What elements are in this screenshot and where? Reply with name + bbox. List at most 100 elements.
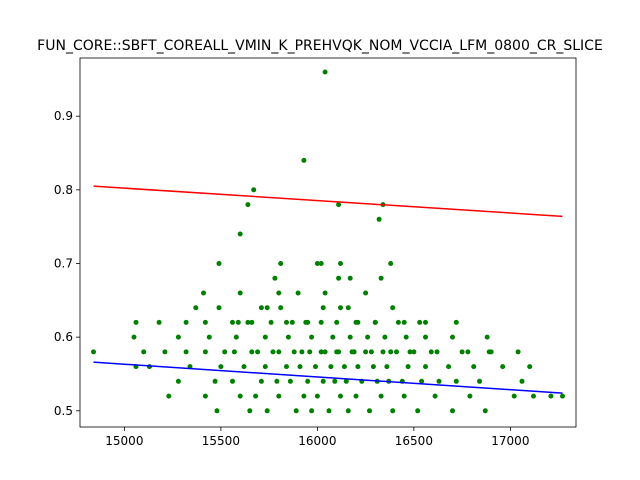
data-point <box>432 393 438 399</box>
data-point <box>548 393 554 399</box>
data-point <box>332 378 338 384</box>
data-point <box>401 319 407 325</box>
data-point <box>484 334 490 340</box>
data-point <box>347 275 353 281</box>
data-point <box>289 319 295 325</box>
data-point <box>287 378 293 384</box>
data-point <box>231 349 237 355</box>
data-point <box>428 349 434 355</box>
data-point <box>330 334 336 340</box>
data-point <box>351 349 357 355</box>
data-point <box>382 334 388 340</box>
data-point <box>488 349 494 355</box>
data-point <box>133 319 139 325</box>
data-point <box>415 408 421 414</box>
data-point <box>338 393 343 399</box>
data-point <box>276 349 282 355</box>
data-point <box>345 305 351 311</box>
x-tick-label: 15000 <box>105 434 143 448</box>
data-point <box>326 408 332 414</box>
data-point <box>419 378 425 384</box>
data-point <box>314 261 320 266</box>
data-point <box>336 349 342 355</box>
data-point <box>328 364 334 370</box>
data-point <box>284 364 289 370</box>
data-point <box>336 202 342 208</box>
data-point <box>264 305 270 311</box>
data-point <box>262 364 268 370</box>
data-point <box>249 349 255 355</box>
upper-limit-line <box>93 185 563 218</box>
data-point <box>355 319 361 325</box>
data-point <box>284 319 289 325</box>
data-point <box>251 187 257 193</box>
data-point <box>367 408 372 414</box>
data-point <box>423 319 428 325</box>
data-point <box>258 305 264 311</box>
data-point <box>370 364 376 370</box>
data-point <box>258 378 264 384</box>
data-point <box>465 349 471 355</box>
data-point <box>353 393 359 399</box>
data-point <box>202 319 208 325</box>
data-point <box>459 349 465 355</box>
data-point <box>241 364 247 370</box>
data-point <box>372 319 378 325</box>
chart-axes: 15000 15500 16000 16500 17000 0.5 0.6 0.7 0.8 0.9 <box>54 57 577 448</box>
data-point <box>237 290 243 296</box>
data-point <box>531 393 536 399</box>
data-point <box>417 319 423 325</box>
data-point <box>230 319 235 325</box>
data-point <box>295 290 301 296</box>
data-point <box>202 393 208 399</box>
data-point <box>380 349 386 355</box>
data-point <box>214 408 220 414</box>
data-point <box>363 349 369 355</box>
data-point <box>201 290 206 296</box>
data-point <box>166 393 172 399</box>
data-point <box>216 305 222 311</box>
data-point <box>131 334 137 340</box>
data-point <box>345 408 351 414</box>
data-point <box>183 319 189 325</box>
data-point <box>365 334 371 340</box>
data-point <box>467 393 473 399</box>
lower-limit-line <box>93 361 563 394</box>
data-point <box>276 393 282 399</box>
data-point <box>233 334 239 340</box>
data-point <box>378 275 384 281</box>
data-point <box>309 334 315 340</box>
data-point <box>388 349 394 355</box>
data-point <box>216 261 222 266</box>
data-point <box>519 378 525 384</box>
data-point <box>313 364 318 370</box>
data-point <box>212 378 218 384</box>
data-point <box>272 275 278 281</box>
data-point <box>305 378 311 384</box>
data-point <box>390 408 396 414</box>
data-point <box>276 290 282 296</box>
data-point <box>407 349 413 355</box>
data-point <box>218 364 224 370</box>
data-point <box>394 349 399 355</box>
data-point <box>175 378 181 384</box>
y-tick-label: 0.6 <box>54 330 73 344</box>
chart-marks <box>91 69 565 414</box>
data-point <box>482 408 488 414</box>
x-tick-label: 17000 <box>491 434 529 448</box>
data-point <box>305 319 311 325</box>
data-point <box>183 349 189 355</box>
data-point <box>156 319 162 325</box>
data-point <box>274 378 280 384</box>
data-point <box>336 275 342 281</box>
data-point <box>309 408 315 414</box>
data-point <box>264 408 270 414</box>
data-point <box>515 349 521 355</box>
data-point <box>253 393 259 399</box>
data-point <box>299 349 305 355</box>
data-point <box>560 393 565 399</box>
y-tick-label: 0.5 <box>54 404 73 418</box>
data-point <box>262 334 268 340</box>
data-point <box>318 261 324 266</box>
